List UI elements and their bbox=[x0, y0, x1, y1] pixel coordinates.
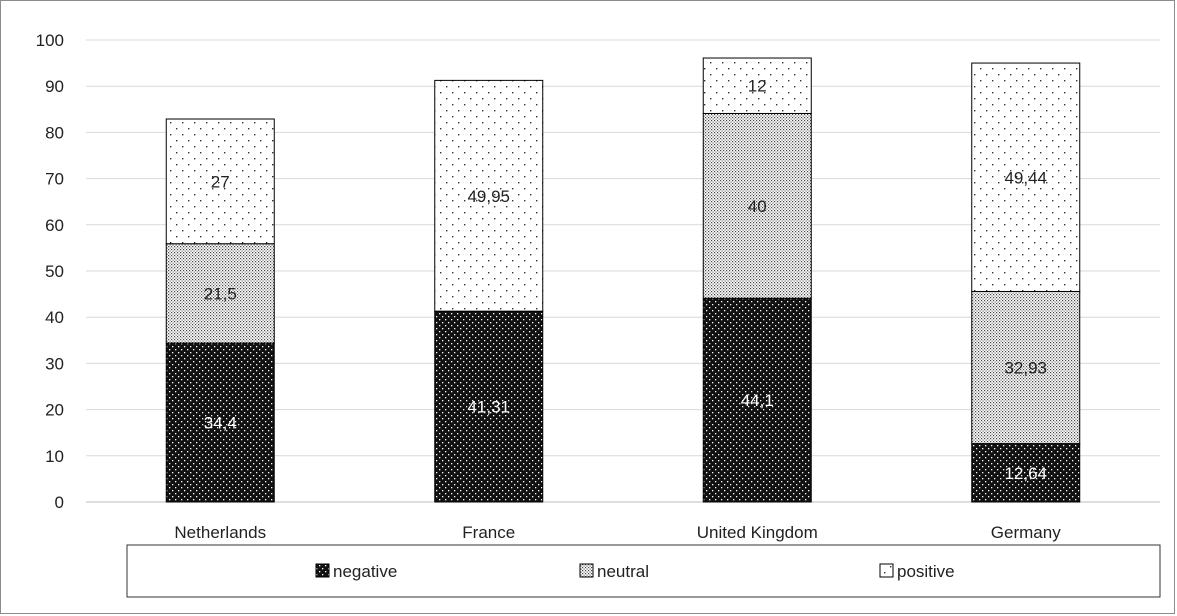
data-label: 40 bbox=[748, 197, 767, 216]
data-label: 34,4 bbox=[204, 414, 237, 433]
legend-label: neutral bbox=[597, 562, 649, 581]
legend-swatch-negative bbox=[315, 563, 330, 578]
y-tick-label: 50 bbox=[45, 262, 64, 281]
data-label: 21,5 bbox=[204, 284, 237, 303]
y-tick-label: 100 bbox=[36, 31, 64, 50]
y-axis: 0 10 20 30 40 50 60 70 80 90 100 bbox=[36, 31, 64, 512]
x-category-label: France bbox=[462, 523, 515, 542]
legend: negative neutral positive bbox=[126, 544, 1161, 598]
data-label: 41,31 bbox=[467, 398, 510, 417]
bar-segment-neutral bbox=[702, 112, 812, 299]
bar-segment-neutral bbox=[165, 243, 275, 344]
y-tick-label: 30 bbox=[45, 354, 64, 373]
data-label: 12 bbox=[748, 77, 767, 96]
y-tick-label: 80 bbox=[45, 123, 64, 142]
legend-label: positive bbox=[897, 562, 955, 581]
y-tick-label: 90 bbox=[45, 77, 64, 96]
y-tick-label: 0 bbox=[55, 493, 64, 512]
x-category-label: United Kingdom bbox=[697, 523, 818, 542]
data-label: 27 bbox=[211, 172, 230, 191]
y-tick-label: 70 bbox=[45, 170, 64, 189]
bar-segment-negative bbox=[165, 342, 275, 503]
legend-swatch-neutral bbox=[579, 563, 594, 578]
data-label: 49,95 bbox=[467, 187, 510, 206]
bar-segment-negative bbox=[434, 310, 544, 503]
data-label: 49,44 bbox=[1004, 168, 1047, 187]
bar-segment-positive bbox=[434, 79, 544, 312]
y-tick-label: 20 bbox=[45, 401, 64, 420]
y-tick-label: 60 bbox=[45, 216, 64, 235]
legend-label: negative bbox=[333, 562, 397, 581]
data-label: 32,93 bbox=[1004, 359, 1047, 378]
bar-segment-positive bbox=[702, 57, 812, 114]
y-tick-label: 10 bbox=[45, 447, 64, 466]
bar-segment-positive bbox=[165, 118, 275, 245]
bar-segment-negative bbox=[971, 443, 1081, 503]
x-category-label: Germany bbox=[991, 523, 1061, 542]
y-tick-label: 40 bbox=[45, 308, 64, 327]
x-category-label: Netherlands bbox=[174, 523, 266, 542]
bars: 34,4 21,5 27 41,31 49,95 44,1 40 12 12,64 32,93 49… bbox=[165, 57, 1081, 503]
bar-segment-positive bbox=[971, 62, 1081, 292]
x-axis: Netherlands France United Kingdom Germany bbox=[174, 523, 1061, 542]
legend-swatch-positive bbox=[879, 563, 894, 578]
data-label: 44,1 bbox=[741, 391, 774, 410]
legend-box bbox=[126, 544, 1161, 598]
data-label: 12,64 bbox=[1004, 464, 1047, 483]
bar-segment-neutral bbox=[971, 290, 1081, 445]
